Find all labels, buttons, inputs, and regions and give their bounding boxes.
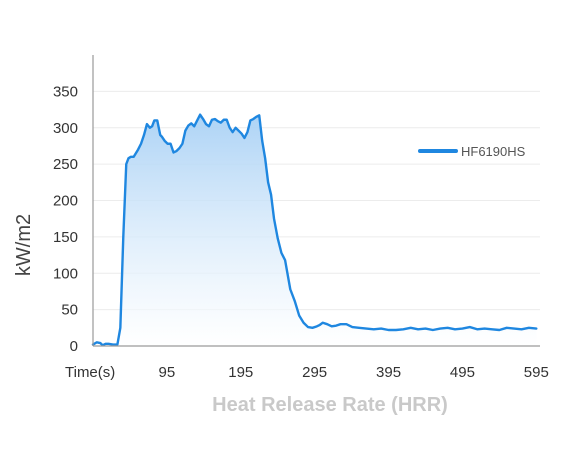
x-start-label: Time(s) (65, 364, 115, 381)
y-tick-label: 300 (53, 120, 78, 137)
y-tick-label: 0 (70, 338, 78, 355)
x-tick-label: 495 (450, 364, 475, 381)
x-tick-labels: 95 195 295 395 495 595 (159, 364, 549, 381)
x-tick-label: 95 (159, 364, 176, 381)
series-fill-0 (93, 114, 537, 346)
y-axis-title: kW/m2 (13, 214, 35, 276)
legend-label: HF6190HS (461, 144, 526, 159)
y-tick-label: 350 (53, 83, 78, 100)
x-axis-title: Heat Release Rate (HRR) (212, 394, 448, 416)
y-tick-label: 100 (53, 265, 78, 282)
y-tick-label: 250 (53, 156, 78, 173)
series-line-0 (91, 113, 538, 347)
x-tick-label: 195 (228, 364, 253, 381)
axes (92, 55, 540, 347)
y-tick-label: 50 (61, 302, 78, 319)
series-area (91, 113, 538, 347)
y-tick-label: 200 (53, 193, 78, 210)
legend: HF6190HS (418, 144, 526, 159)
x-tick-label: 295 (302, 364, 327, 381)
y-tick-label: 150 (53, 229, 78, 246)
x-tick-label: 595 (524, 364, 549, 381)
x-tick-label: 395 (376, 364, 401, 381)
y-tick-labels: 0 50 100 150 200 250 300 350 (53, 83, 78, 355)
